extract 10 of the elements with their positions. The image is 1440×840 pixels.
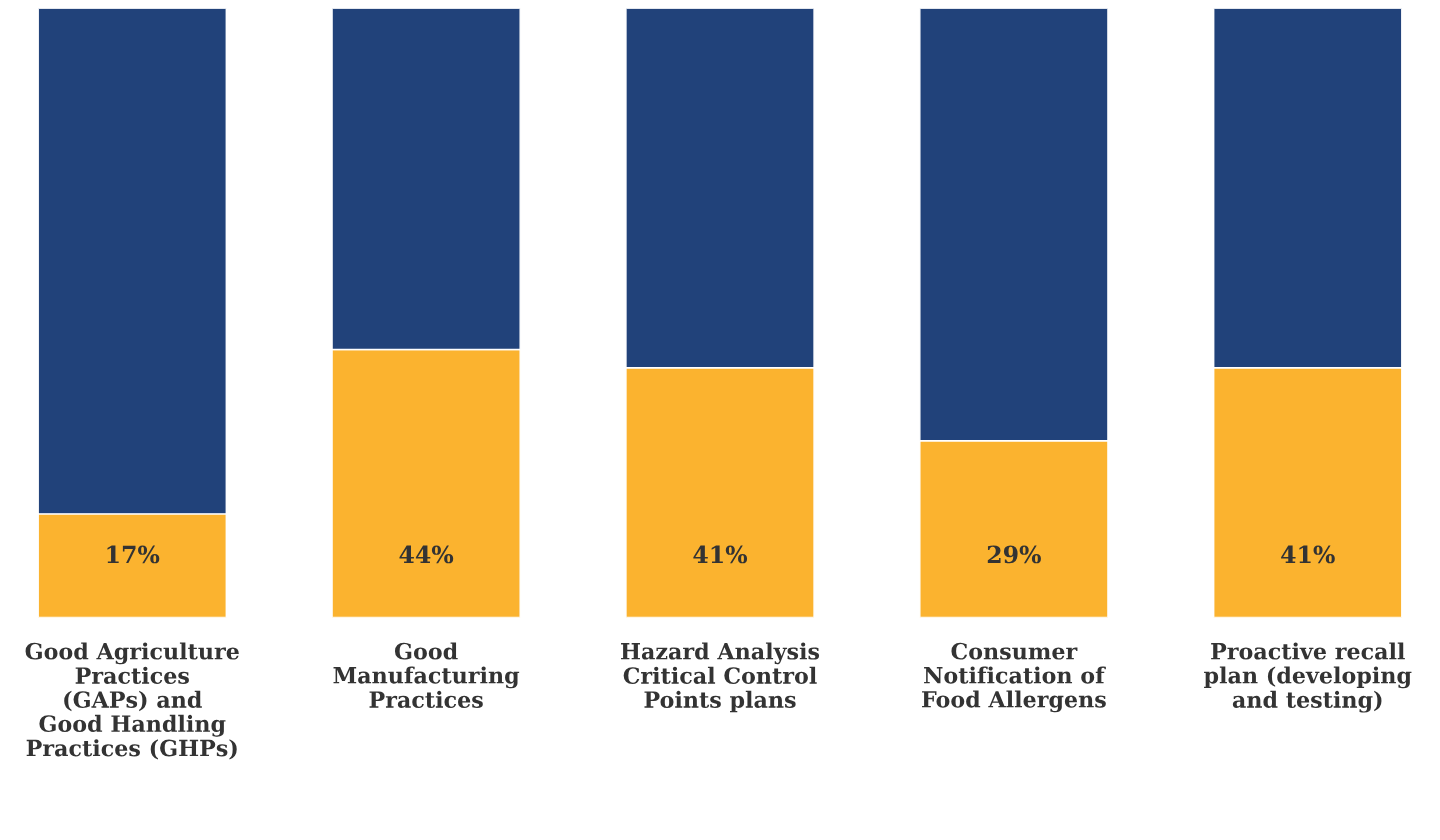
data-label: 41%: [1281, 545, 1335, 564]
data-label: 44%: [399, 545, 454, 564]
data-label: 41%: [693, 545, 748, 564]
x-tick-label: Hazard Analysis Critical Control Points plans: [621, 642, 820, 713]
data-label: 29%: [987, 545, 1041, 564]
x-tick-label: Proactive recall plan (developing and testing): [1204, 642, 1412, 713]
data-label: 17%: [107, 545, 160, 564]
x-tick-label: Consumer Notification of Food Allergens: [922, 642, 1106, 713]
x-tick-label: Good Manufacturing Practices: [333, 642, 520, 708]
x-tick-label: Good Agriculture Practices (GAPs) and Good Handling Practices (GHPs): [25, 642, 239, 760]
